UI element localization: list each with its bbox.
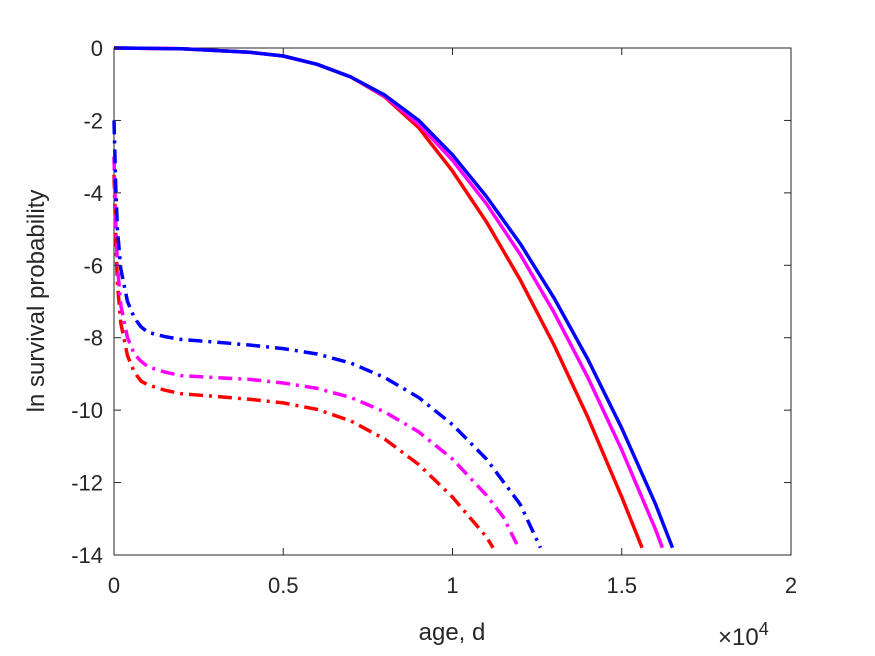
y-tick-label: -8: [83, 326, 103, 351]
tick-layer: 0 0.5 1 1.5 2 0 -2 -4 -6 -8 -10 -12 -14: [71, 36, 797, 598]
x-tick-label: 2: [785, 573, 797, 598]
series-line-3: [113, 46, 675, 549]
x-tick-label: 1: [446, 573, 458, 598]
x-axis-label: age, d: [419, 619, 486, 646]
y-tick-label: -10: [71, 398, 103, 423]
y-tick-label: -6: [83, 253, 103, 278]
x-exponent-base: ×10: [718, 624, 759, 651]
y-tick-label: 0: [91, 36, 103, 61]
plot-area: 0 0.5 1 1.5 2 0 -2 -4 -6 -8 -10 -12 -14: [71, 36, 797, 598]
x-exponent-power: 4: [759, 619, 769, 639]
y-axis-label: ln survival probability: [23, 190, 50, 413]
x-tick-label: 0.5: [268, 573, 299, 598]
x-axis-exponent: ×104: [718, 619, 769, 651]
y-tick-label: -2: [83, 108, 103, 133]
series-line-5: [112, 156, 519, 545]
x-tick-label: 0: [108, 573, 120, 598]
plot-frame: [113, 47, 792, 556]
x-tick-label: 1.5: [606, 573, 637, 598]
y-tick-label: -12: [71, 471, 103, 496]
y-tick-label: -4: [83, 181, 103, 206]
y-tick-label: -14: [71, 543, 103, 568]
series-line-6: [112, 120, 543, 549]
series-layer: [112, 46, 675, 549]
